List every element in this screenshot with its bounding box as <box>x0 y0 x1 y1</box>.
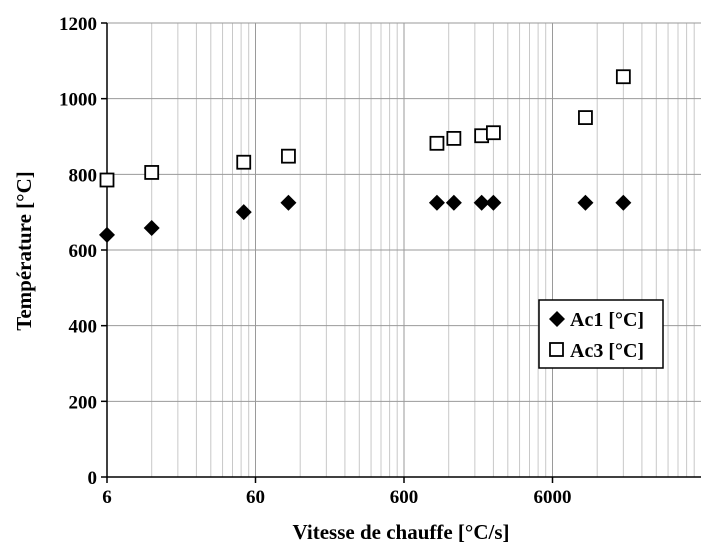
ac1-point <box>235 204 252 221</box>
x-tick-label: 60 <box>246 487 265 508</box>
legend-marker-ac1 <box>549 311 565 327</box>
ac3-point <box>99 172 115 188</box>
ac1-point <box>428 194 445 211</box>
y-tick-label: 800 <box>69 165 98 186</box>
ac1-point <box>615 194 632 211</box>
ac1-point <box>280 194 297 211</box>
y-tick-label: 400 <box>69 317 98 338</box>
ac3-point <box>144 165 160 180</box>
legend-label-ac1: Ac1 [°C] <box>570 309 644 331</box>
y-tick-label: 600 <box>69 241 98 262</box>
y-axis-title: Température [°C] <box>12 171 36 330</box>
ac3-point <box>236 154 252 170</box>
legend-label-ac3: Ac3 [°C] <box>570 340 644 362</box>
ac1-point <box>143 220 160 237</box>
ac3-point <box>486 125 501 141</box>
ac1-point <box>99 226 115 243</box>
ac3-point <box>281 148 296 164</box>
ac3-point <box>615 69 631 85</box>
grid <box>106 22 701 478</box>
ac1-point <box>445 194 462 211</box>
x-tick-label: 6000 <box>534 487 572 508</box>
y-tick-label: 1000 <box>59 90 97 111</box>
legend-marker-ac3 <box>549 342 564 357</box>
data-points <box>99 69 632 243</box>
ac3-point <box>446 130 462 146</box>
ac1-point <box>485 194 502 211</box>
y-tick-label: 200 <box>69 392 98 413</box>
axes <box>101 22 701 483</box>
legend: Ac1 [°C] Ac3 [°C] <box>538 299 664 369</box>
ac3-point <box>578 110 593 125</box>
x-tick-label: 600 <box>390 487 419 508</box>
ac1-point <box>473 194 490 211</box>
y-tick-label: 1200 <box>59 14 97 35</box>
x-tick-label: 6 <box>102 487 112 508</box>
x-axis-title: Vitesse de chauffe [°C/s] <box>293 520 510 544</box>
ac3-point <box>429 135 445 151</box>
tick-labels: 0 200 400 600 800 1000 1200 6 60 600 6000 <box>59 14 572 508</box>
y-tick-label: 0 <box>88 468 98 489</box>
ac1-point <box>577 194 594 211</box>
